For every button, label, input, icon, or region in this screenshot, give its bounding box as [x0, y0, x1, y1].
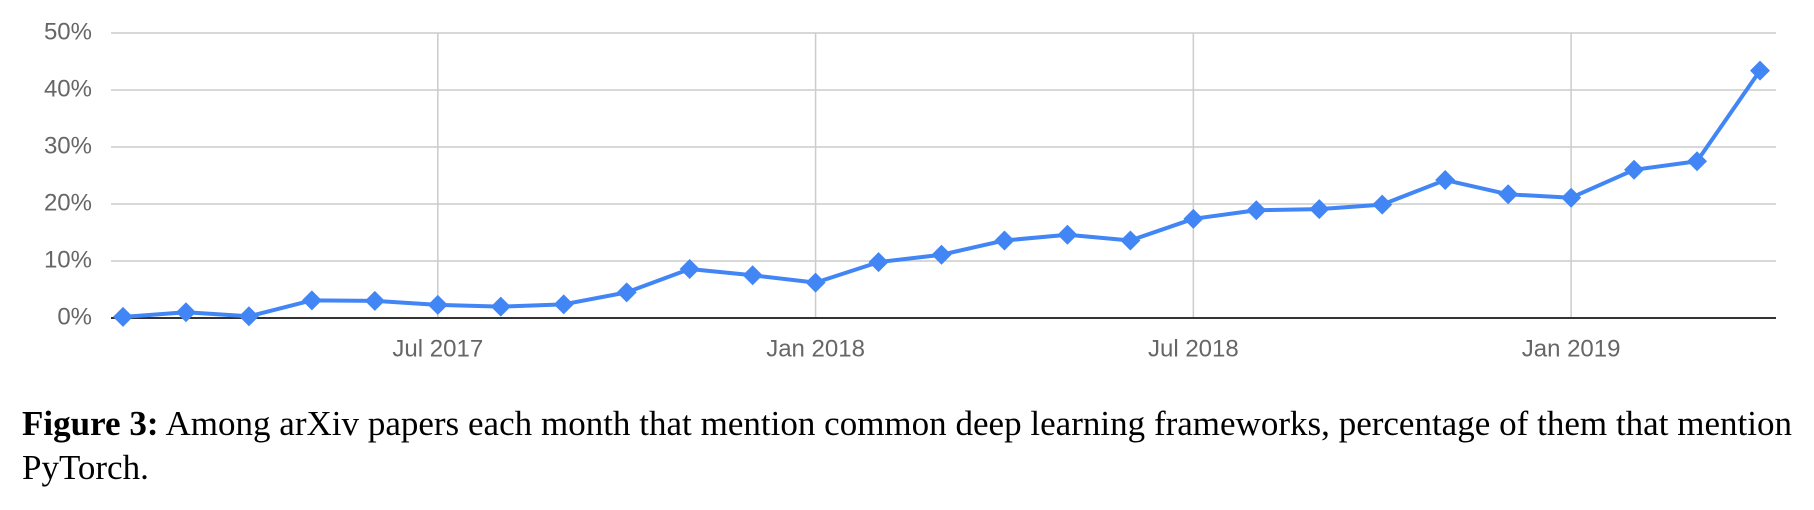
y-tick-label: 20% [44, 189, 92, 216]
data-point [805, 272, 826, 293]
data-point [1687, 151, 1708, 172]
data-point [679, 258, 700, 279]
y-tick-label: 40% [44, 75, 92, 102]
x-tick-label: Jan 2018 [766, 335, 865, 362]
data-point [113, 306, 133, 327]
x-tick-label: Jan 2019 [1522, 335, 1621, 362]
data-point [994, 230, 1015, 251]
x-tick-label: Jul 2018 [1148, 335, 1239, 362]
data-point [1750, 60, 1770, 81]
y-tick-label: 10% [44, 246, 92, 273]
data-point [1624, 159, 1645, 180]
data-point [1498, 184, 1519, 205]
data-point [1561, 187, 1582, 208]
data-point [931, 244, 952, 265]
data-point [616, 282, 637, 303]
data-point [427, 294, 448, 315]
y-tick-label: 0% [57, 303, 92, 330]
caption-label: Figure 3: [22, 404, 159, 443]
data-point [742, 265, 763, 286]
data-point [1435, 170, 1456, 191]
data-point [1120, 230, 1141, 251]
y-tick-label: 30% [44, 132, 92, 159]
data-point [364, 290, 385, 311]
data-point [1372, 194, 1393, 215]
y-tick-label: 50% [44, 18, 92, 45]
caption: Figure 3: Among arXiv papers each month … [22, 402, 1792, 490]
data-point [553, 294, 574, 315]
caption-text: Among arXiv papers each month that menti… [22, 404, 1792, 487]
x-tick-label: Jul 2017 [392, 335, 483, 362]
data-point [238, 306, 259, 327]
data-point [175, 302, 196, 323]
data-point [1183, 208, 1204, 229]
chart: 0% 10% 20% 30% 40% 50% Jul 2017 Jan 2018 Jul 201… [44, 18, 1776, 362]
data-point [1309, 199, 1330, 220]
data-point [1246, 200, 1267, 221]
data-point [1057, 224, 1078, 245]
data-point [301, 290, 322, 311]
data-point [868, 252, 889, 273]
data-point [490, 296, 511, 317]
